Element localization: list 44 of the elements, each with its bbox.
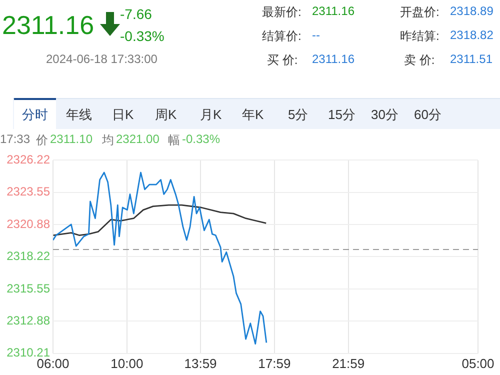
text: 2321.00 <box>116 132 160 146</box>
text: 5分 <box>288 106 308 124</box>
x-tick-label: 05:00 <box>462 356 494 371</box>
text: -7.66 <box>120 6 152 22</box>
y-tick-label: 2320.88 <box>6 216 50 231</box>
text: 幅 <box>168 132 180 149</box>
text: 15分 <box>328 106 356 124</box>
x-tick-label: 13:59 <box>184 356 217 371</box>
x-tick-label: 21:59 <box>332 356 365 371</box>
y-tick-label: 2312.88 <box>6 313 50 328</box>
text: 卖 价: <box>404 52 435 69</box>
y-tick-label: 2323.55 <box>6 184 50 199</box>
text: 2311.16 <box>312 4 354 18</box>
text: -0.33% <box>182 132 220 146</box>
text: 2311.10 <box>50 132 92 146</box>
text: -0.33% <box>120 28 164 44</box>
text: 结算价: <box>262 28 302 45</box>
text: 周K <box>155 106 177 124</box>
text: 价 <box>36 132 48 149</box>
text: 买 价: <box>267 52 298 69</box>
y-tick-label: 2315.55 <box>6 281 50 296</box>
text: 2024-06-18 17:33:00 <box>46 52 158 66</box>
text: 2311.16 <box>2 10 94 41</box>
text: 2311.16 <box>312 52 354 66</box>
x-tick-label: 17:59 <box>258 356 291 371</box>
text: 分时 <box>14 98 56 130</box>
y-tick-label: 2318.22 <box>6 249 50 264</box>
text: 均 <box>102 132 114 149</box>
y-tick-label: 2326.22 <box>6 152 50 167</box>
text: 最新价: <box>262 4 302 21</box>
text: 30分 <box>371 106 398 124</box>
text: 日K <box>112 106 134 124</box>
text: 月K <box>200 106 222 124</box>
text: 昨结算: <box>400 28 440 45</box>
text: 年线 <box>66 106 92 124</box>
x-tick-label: 10:00 <box>110 356 144 371</box>
text: 年K <box>242 106 264 124</box>
text: 2311.51 <box>450 52 492 66</box>
text: 开盘价: <box>400 4 440 21</box>
text: 17:33 <box>0 132 30 146</box>
text: 60分 <box>414 106 442 124</box>
text: 2318.89 <box>450 4 494 18</box>
text: 2318.82 <box>450 28 494 42</box>
text: -- <box>312 28 320 42</box>
